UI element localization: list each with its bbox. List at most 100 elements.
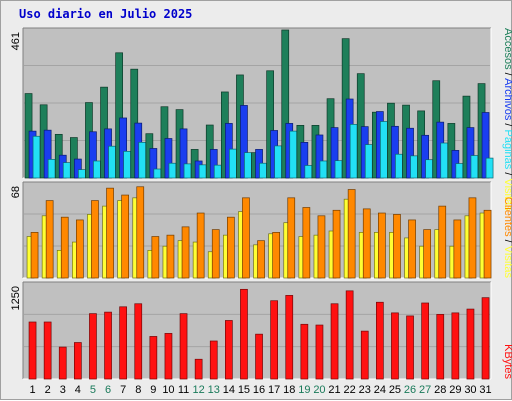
bar-páginas-7: [123, 151, 132, 179]
x-tick-label-25: 25: [389, 384, 401, 396]
bar-kbytes-22: [345, 290, 354, 380]
bar-kbytes-6: [104, 311, 112, 380]
bar-archivos-5: [89, 131, 97, 179]
x-tick-label-24: 24: [374, 384, 386, 396]
bar-páginas-14: [229, 148, 237, 179]
bar-páginas-22: [349, 124, 358, 179]
bar-kbytes-10: [164, 333, 173, 380]
bar-kbytes-4: [73, 342, 82, 380]
x-tick-label-11: 11: [178, 384, 189, 396]
bar-páginas-11: [183, 163, 192, 179]
bar-páginas-21: [334, 160, 343, 179]
bar-páginas-24: [380, 121, 388, 179]
bar-kbytes-9: [149, 336, 158, 380]
bar-archivos-26: [406, 127, 414, 179]
legend-kbytes: KBytes: [502, 344, 512, 379]
bar-páginas-3: [62, 162, 71, 179]
bar-kbytes-14: [225, 320, 233, 380]
bar-archivos-19: [300, 142, 309, 179]
legend-separator: /: [502, 237, 512, 246]
x-tick-label-31: 31: [479, 384, 491, 396]
bar-clientes-28: [438, 205, 447, 279]
bar-clientes-13: [211, 229, 220, 279]
bar-kbytes-12: [194, 358, 203, 380]
bar-clientes-17: [272, 232, 280, 279]
bar-accesos-17: [266, 70, 274, 179]
bar-clientes-27: [423, 229, 431, 279]
bar-kbytes-21: [330, 303, 339, 380]
y-max-label: 461: [10, 32, 22, 50]
x-tick-label-13: 13: [208, 384, 220, 396]
series-legend-middle: Clientes / Visitas: [502, 197, 512, 279]
bar-páginas-8: [138, 142, 147, 179]
bar-kbytes-7: [119, 306, 128, 380]
x-tick-label-20: 20: [313, 384, 325, 396]
bar-clientes-23: [362, 208, 371, 279]
bar-kbytes-15: [240, 288, 248, 380]
bar-clientes-20: [317, 215, 326, 279]
bar-páginas-10: [168, 162, 177, 179]
bar-clientes-12: [196, 212, 205, 279]
bar-clientes-19: [302, 207, 311, 279]
bar-páginas-5: [93, 160, 101, 179]
bar-clientes-30: [468, 197, 477, 279]
x-tick-label-7: 7: [120, 384, 126, 396]
bar-kbytes-29: [451, 312, 460, 380]
bar-archivos-21: [330, 127, 339, 179]
bar-páginas-18: [289, 130, 298, 179]
bar-páginas-25: [395, 153, 403, 179]
x-tick-label-28: 28: [434, 384, 446, 396]
x-tick-label-16: 16: [253, 384, 265, 396]
bar-páginas-28: [440, 142, 449, 179]
bar-páginas-15: [244, 152, 252, 179]
bar-clientes-10: [166, 234, 175, 279]
bar-kbytes-11: [179, 313, 188, 380]
legend-visitas: Visitas: [502, 178, 512, 211]
bar-kbytes-2: [43, 321, 52, 380]
x-tick-label-6: 6: [105, 384, 111, 396]
bar-kbytes-23: [360, 330, 369, 380]
bar-clientes-9: [151, 236, 160, 279]
x-tick-label-15: 15: [238, 384, 250, 396]
x-tick-label-8: 8: [135, 384, 141, 396]
bar-clientes-6: [106, 187, 114, 279]
bar-páginas-31: [485, 157, 494, 179]
bar-clientes-22: [347, 189, 356, 279]
bar-archivos-2: [43, 129, 52, 179]
bar-archivos-13: [209, 149, 218, 179]
bar-kbytes-20: [315, 324, 324, 380]
bar-clientes-14: [227, 216, 235, 279]
bar-páginas-1: [32, 135, 41, 179]
bar-páginas-2: [47, 159, 56, 179]
x-tick-label-12: 12: [193, 384, 205, 396]
bar-clientes-5: [91, 200, 99, 279]
legend-accesos: Accesos: [502, 28, 512, 70]
bar-páginas-20: [319, 160, 328, 179]
bar-clientes-26: [408, 219, 416, 279]
bar-páginas-19: [304, 165, 313, 179]
bar-clientes-16: [257, 240, 265, 279]
bar-kbytes-18: [285, 295, 294, 380]
bar-clientes-7: [121, 194, 130, 279]
bar-clientes-8: [136, 186, 145, 279]
bar-kbytes-25: [391, 312, 399, 380]
bar-páginas-4: [77, 169, 86, 179]
bar-clientes-4: [75, 219, 84, 279]
x-tick-label-17: 17: [268, 384, 280, 396]
bar-kbytes-26: [406, 315, 414, 380]
bar-clientes-21: [332, 209, 341, 279]
bar-archivos-4: [73, 158, 82, 179]
y-max-label: 1250: [10, 286, 22, 310]
x-tick-label-26: 26: [404, 384, 416, 396]
x-tick-label-22: 22: [344, 384, 356, 396]
bar-archivos-25: [391, 125, 399, 179]
bar-páginas-26: [410, 155, 418, 179]
legend-páginas: Páginas: [502, 130, 512, 170]
bar-clientes-15: [242, 197, 250, 279]
bar-páginas-17: [274, 145, 282, 179]
legend-separator: /: [502, 169, 512, 178]
x-tick-label-23: 23: [359, 384, 371, 396]
bar-clientes-24: [378, 212, 386, 279]
